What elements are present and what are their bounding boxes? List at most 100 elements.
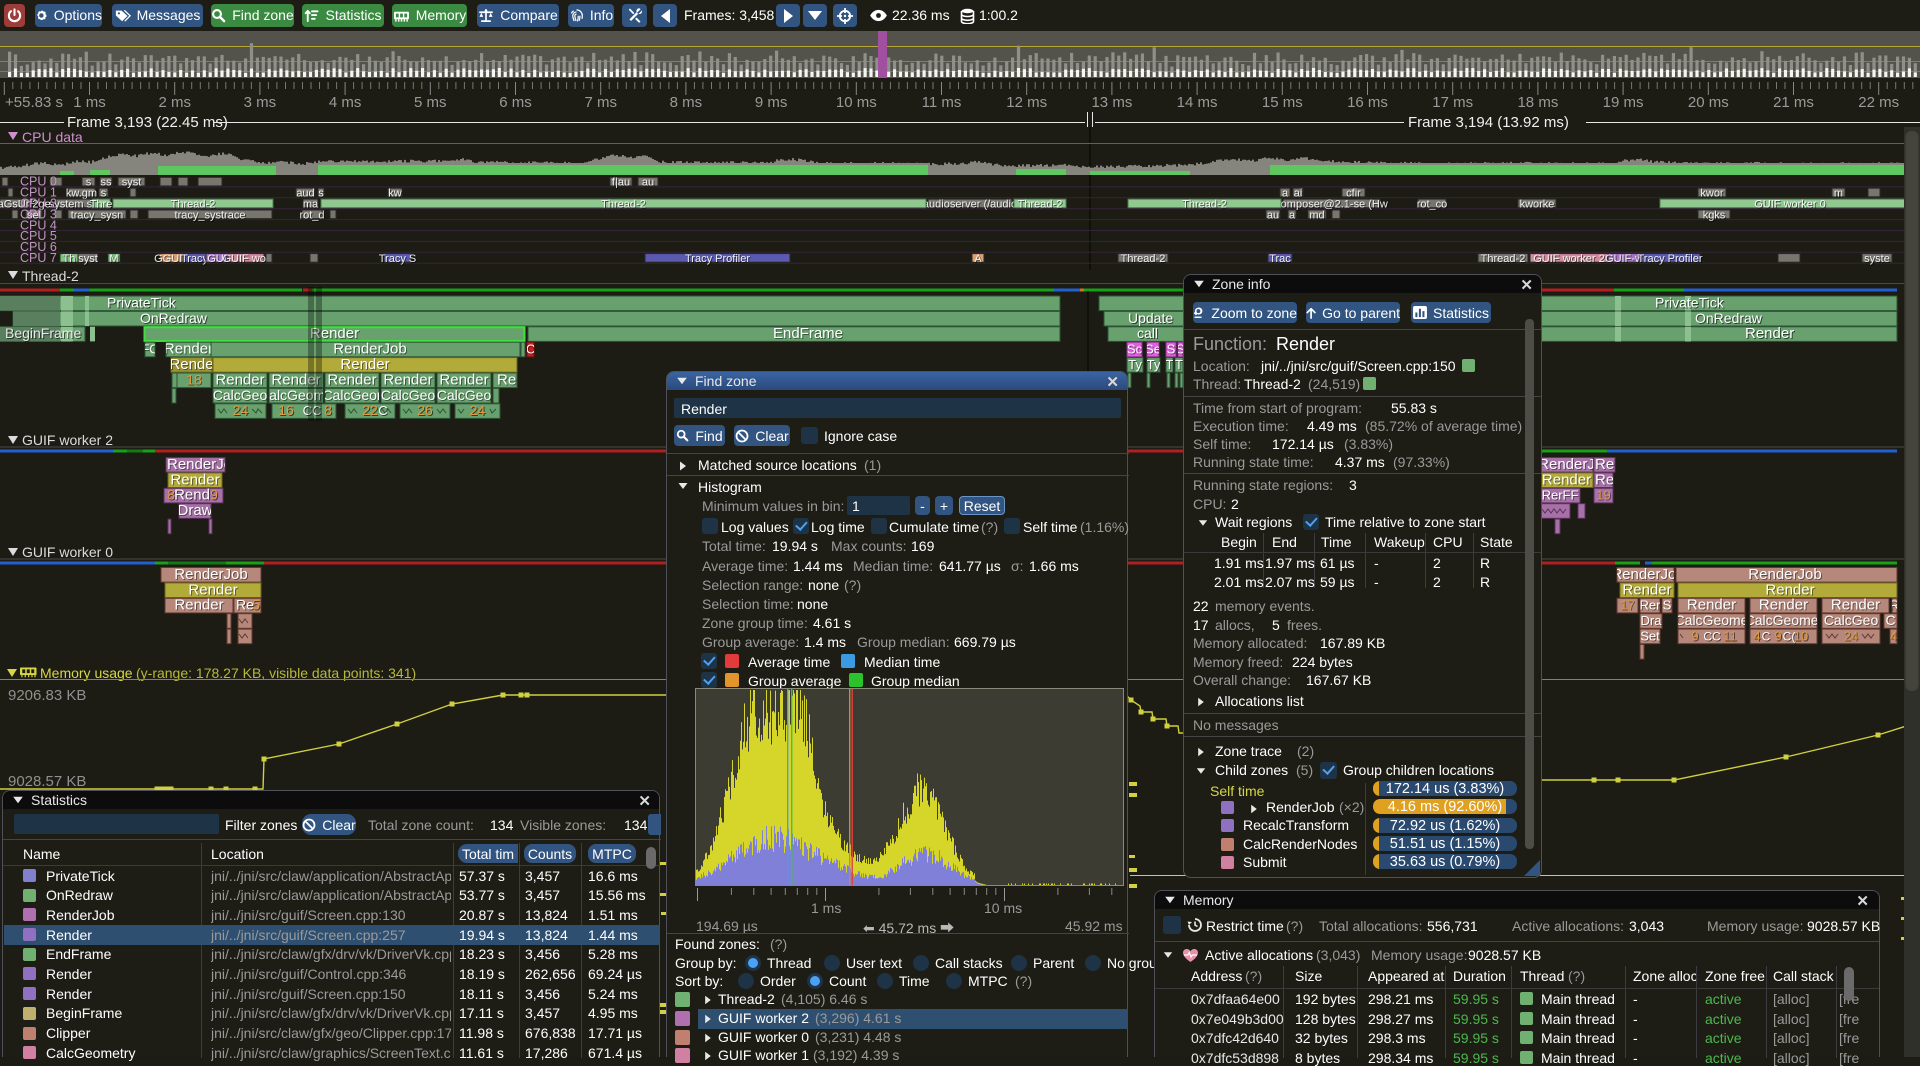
svg-text:18: 18 [187,372,203,388]
svg-text:CC: CC [1704,631,1722,645]
svg-text:kw: kw [389,189,403,201]
svg-text:Ren: Ren [1596,472,1624,489]
svg-text:Render: Render [1745,325,1794,342]
svg-text:9: 9 [1691,629,1698,644]
svg-text:9: 9 [1692,630,1699,645]
svg-text:aud: aud [297,189,315,201]
svg-text:GUIF worker 0: GUIF worker 0 [1754,198,1826,210]
svg-text:T: T [1175,357,1183,372]
svg-text:20 ms: 20 ms [1688,94,1729,111]
svg-text:BeginFrame: BeginFrame [5,325,81,341]
svg-text:a: a [1289,209,1296,221]
svg-text:CalcGeo: CalcGeo [381,387,436,403]
svg-text:Se: Se [1145,342,1161,357]
svg-text:18 ms: 18 ms [1517,94,1558,111]
svg-text:21 ms: 21 ms [1773,94,1814,111]
svg-text:syste: syste [1865,254,1891,266]
svg-text:Set: Set [1641,630,1661,645]
svg-text:Render F: Render F [498,372,561,389]
svg-text:8: 8 [325,403,333,419]
svg-text:kw.gm: kw.gm [67,189,98,201]
svg-text:Dra: Dra [1642,614,1664,629]
svg-text:Frame 3,194 (13.92 ms): Frame 3,194 (13.92 ms) [1408,114,1569,131]
svg-text:CalcGeome: CalcGeome [260,388,334,404]
svg-text:Set: Set [1640,629,1660,644]
svg-text:GUI: GUI [208,254,228,266]
svg-text:Tracy Profiler: Tracy Profiler [686,254,751,266]
svg-text:FC: FC [142,343,159,358]
svg-text:ma: ma [303,198,319,210]
svg-text:s: s [318,188,324,200]
svg-text:2 ms: 2 ms [158,94,191,111]
svg-text:RenderJob: RenderJob [168,457,241,474]
svg-text:S: S [1167,342,1176,357]
svg-text:9 ms: 9 ms [755,94,788,111]
svg-text:RenderJob: RenderJob [175,567,248,584]
svg-text:kgks: kgks [1704,210,1727,222]
svg-text:Render: Render [1832,598,1881,615]
svg-text:rot_d: rot_d [300,210,325,222]
svg-text:GUIF wor: GUIF wor [222,253,269,265]
svg-text:9: 9 [1775,630,1782,645]
svg-text:Rende: Rende [169,356,213,373]
svg-text:Render: Render [170,471,219,488]
svg-text:24: 24 [234,403,250,419]
svg-text:kwor: kwor [1700,188,1724,200]
svg-text:syst: syst [122,177,142,189]
svg-text:CalcGeome: CalcGeome [1675,612,1749,628]
svg-text:system se: system se [50,199,100,211]
svg-text:PrivateTick: PrivateTick [107,294,177,310]
svg-text:Render: Render [1542,471,1591,488]
svg-text:s: s [86,177,92,189]
svg-text:S: S [1177,343,1186,358]
svg-text:C: C [527,343,536,358]
svg-text:14 ms: 14 ms [1177,94,1218,111]
svg-text:C(: C( [1784,631,1797,645]
svg-text:C: C [1885,612,1895,628]
svg-text:7 ms: 7 ms [584,94,617,111]
svg-text:surfaGsUrf2ge: surfaGsUrf2ge [0,199,52,211]
svg-text:A: A [975,254,983,266]
svg-text:Render: Render [311,326,360,343]
svg-text:Render: Render [383,371,432,388]
svg-text:EndFrame: EndFrame [774,326,844,343]
svg-text:+55.83 s: +55.83 s [5,94,63,111]
svg-text:Trac: Trac [1270,254,1292,266]
svg-text:RenderJob: RenderJob [167,456,240,473]
svg-text:OnRedraw: OnRedraw [141,311,209,327]
svg-text:Render: Render [1760,598,1809,615]
svg-text:Render: Render [1746,326,1795,343]
svg-text:24: 24 [471,403,487,419]
svg-text:RenderJob: RenderJob [1748,566,1821,583]
svg-text:24: 24 [1845,630,1859,645]
svg-text:md: md [1309,209,1324,221]
svg-text:s: s [102,189,108,201]
svg-text:Render: Render [175,598,224,615]
svg-text:Thread-2: Thread-2 [1019,199,1064,211]
svg-text:rot_d: rot_d [299,209,324,221]
svg-text:syste: syste [1864,253,1890,265]
svg-text:8: 8 [324,402,332,418]
svg-text:audioserver (/audio: audioserver (/audio [923,198,1017,210]
svg-text:4: 4 [1890,629,1897,644]
svg-text:26: 26 [418,403,434,419]
svg-text:C: C [379,404,388,419]
svg-text:17: 17 [1621,599,1635,614]
svg-text:Thread-2: Thread-2 [171,198,216,210]
svg-text:Thread-2: Thread-2 [601,198,646,210]
svg-text:GUIF worker 2: GUIF worker 2 [22,432,113,448]
svg-text:RenderJob: RenderJob [334,342,407,359]
svg-text:Draw: Draw [178,503,213,520]
svg-text:cfir: cfir [1347,189,1362,201]
svg-text:Render: Render [272,372,321,389]
svg-text:10 ms: 10 ms [836,94,877,111]
svg-text:f|au: f|au [612,177,630,189]
svg-text:tracy_systrace: tracy_systrace [175,209,246,221]
svg-text:CPU 1: CPU 1 [20,186,57,200]
svg-text:m: m [1834,188,1843,200]
svg-text:GUIF wor: GUIF wor [223,254,270,266]
svg-text:Re: Re [237,598,255,614]
svg-text:GUIF-w: GUIF-w [1606,254,1644,266]
svg-text:RerFF: RerFF [1542,488,1579,503]
svg-text:Thread-2: Thread-2 [1481,253,1526,265]
